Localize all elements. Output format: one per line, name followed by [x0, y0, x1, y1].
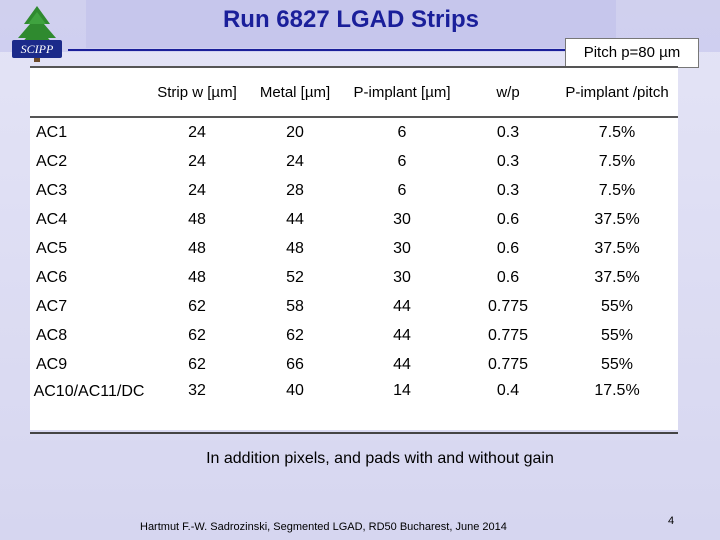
cell-p-implant-pitch: 55% [600, 355, 634, 373]
strip-parameter-table: Strip w [µm] Metal [µm] P-implant [µm] w… [30, 66, 678, 434]
header-cell-wp: w/p [496, 83, 520, 101]
cell-wp: 0.775 [487, 355, 529, 373]
cell-structure: AC7 [36, 297, 68, 315]
cell-wp: 0.775 [487, 297, 529, 315]
cell-wp: 0.3 [496, 152, 520, 170]
cell-strip-width: 32 [188, 382, 206, 399]
cell-structure: AC8 [36, 326, 68, 344]
page-number: 4 [668, 515, 675, 527]
cell-metal: 20 [286, 123, 304, 141]
header-cell-p-implant: P-implant [µm] [353, 83, 451, 101]
cell-p-implant-pitch: 37.5% [594, 239, 640, 257]
cell-p-implant: 6 [397, 152, 407, 170]
cell-p-implant: 44 [393, 326, 411, 344]
cell-structure: AC5 [36, 239, 68, 257]
cell-structure: AC1 [36, 123, 68, 141]
table-row: AC7 62 58 44 0.775 55% [30, 292, 678, 321]
cell-p-implant: 30 [393, 210, 411, 228]
cell-metal: 62 [286, 326, 304, 344]
cell-wp: 0.775 [487, 326, 529, 344]
cell-wp: 0.4 [496, 382, 520, 399]
cell-p-implant: 44 [393, 297, 411, 315]
cell-structure: AC6 [36, 268, 68, 286]
cell-p-implant-pitch: 7.5% [598, 123, 636, 141]
cell-metal: 58 [286, 297, 304, 315]
cell-p-implant: 14 [393, 382, 411, 399]
cell-structure: AC10/AC11/DC [33, 383, 145, 400]
footer-citation: Hartmut F.-W. Sadrozinski, Segmented LGA… [140, 521, 507, 533]
table-row: AC4 48 44 30 0.6 37.5% [30, 205, 678, 234]
table-row: AC8 62 62 44 0.775 55% [30, 321, 678, 350]
header-rule [68, 49, 588, 51]
header-cell-row-name [30, 67, 148, 117]
cell-strip-width: 48 [188, 239, 206, 257]
cell-strip-width: 24 [188, 181, 206, 199]
cell-wp: 0.6 [496, 210, 520, 228]
cell-structure: AC2 [36, 152, 68, 170]
cell-strip-width: 48 [188, 268, 206, 286]
cell-wp: 0.6 [496, 268, 520, 286]
cell-strip-width: 24 [188, 152, 206, 170]
table-header-row: Strip w [µm] Metal [µm] P-implant [µm] w… [30, 67, 678, 117]
table-row: AC5 48 48 30 0.6 37.5% [30, 234, 678, 263]
table-row: AC9 62 66 44 0.775 55% [30, 350, 678, 379]
cell-strip-width: 62 [188, 297, 206, 315]
pitch-label: Pitch p=80 µm [565, 38, 699, 68]
table-row: AC6 48 52 30 0.6 37.5% [30, 263, 678, 292]
header-cell-strip-width: Strip w [µm] [157, 83, 237, 101]
logo-label: SCIPP [12, 40, 62, 58]
cell-wp: 0.3 [496, 181, 520, 199]
cell-metal: 66 [286, 355, 304, 373]
header-cell-metal: Metal [µm] [259, 83, 331, 101]
cell-p-implant-pitch: 37.5% [594, 210, 640, 228]
cell-metal: 48 [286, 239, 304, 257]
cell-metal: 40 [286, 382, 304, 399]
cell-p-implant: 6 [397, 123, 407, 141]
table-row: AC1 24 20 6 0.3 7.5% [30, 117, 678, 147]
cell-strip-width: 62 [188, 326, 206, 344]
cell-metal: 28 [286, 181, 304, 199]
cell-p-implant-pitch: 55% [600, 326, 634, 344]
cell-metal: 44 [286, 210, 304, 228]
cell-p-implant-pitch: 37.5% [594, 268, 640, 286]
slide-title: Run 6827 LGAD Strips [222, 6, 480, 33]
cell-strip-width: 48 [188, 210, 206, 228]
cell-p-implant: 30 [393, 268, 411, 286]
header-cell-p-implant-pitch: P-implant /pitch [565, 83, 669, 101]
table-background [30, 66, 678, 430]
cell-structure: AC4 [36, 210, 68, 228]
cell-structure: AC9 [36, 355, 68, 373]
cell-p-implant: 6 [397, 181, 407, 199]
cell-strip-width: 62 [188, 355, 206, 373]
cell-p-implant-pitch: 55% [600, 297, 634, 315]
cell-strip-width: 24 [188, 123, 206, 141]
table-row: AC10/AC11/DC 32 40 14 0.4 17.5% [30, 379, 678, 433]
cell-p-implant: 44 [393, 355, 411, 373]
cell-metal: 24 [286, 152, 304, 170]
cell-p-implant-pitch: 17.5% [594, 382, 640, 399]
table-row: AC2 24 24 6 0.3 7.5% [30, 147, 678, 176]
cell-wp: 0.3 [496, 123, 520, 141]
pixel-note: In addition pixels, and pads with and wi… [206, 450, 554, 467]
cell-p-implant-pitch: 7.5% [598, 152, 636, 170]
cell-structure: AC3 [36, 181, 68, 199]
title-box [86, 0, 616, 48]
cell-p-implant-pitch: 7.5% [598, 181, 636, 199]
cell-metal: 52 [286, 268, 304, 286]
cell-wp: 0.6 [496, 239, 520, 257]
cell-p-implant: 30 [393, 239, 411, 257]
table-row: AC3 24 28 6 0.3 7.5% [30, 176, 678, 205]
